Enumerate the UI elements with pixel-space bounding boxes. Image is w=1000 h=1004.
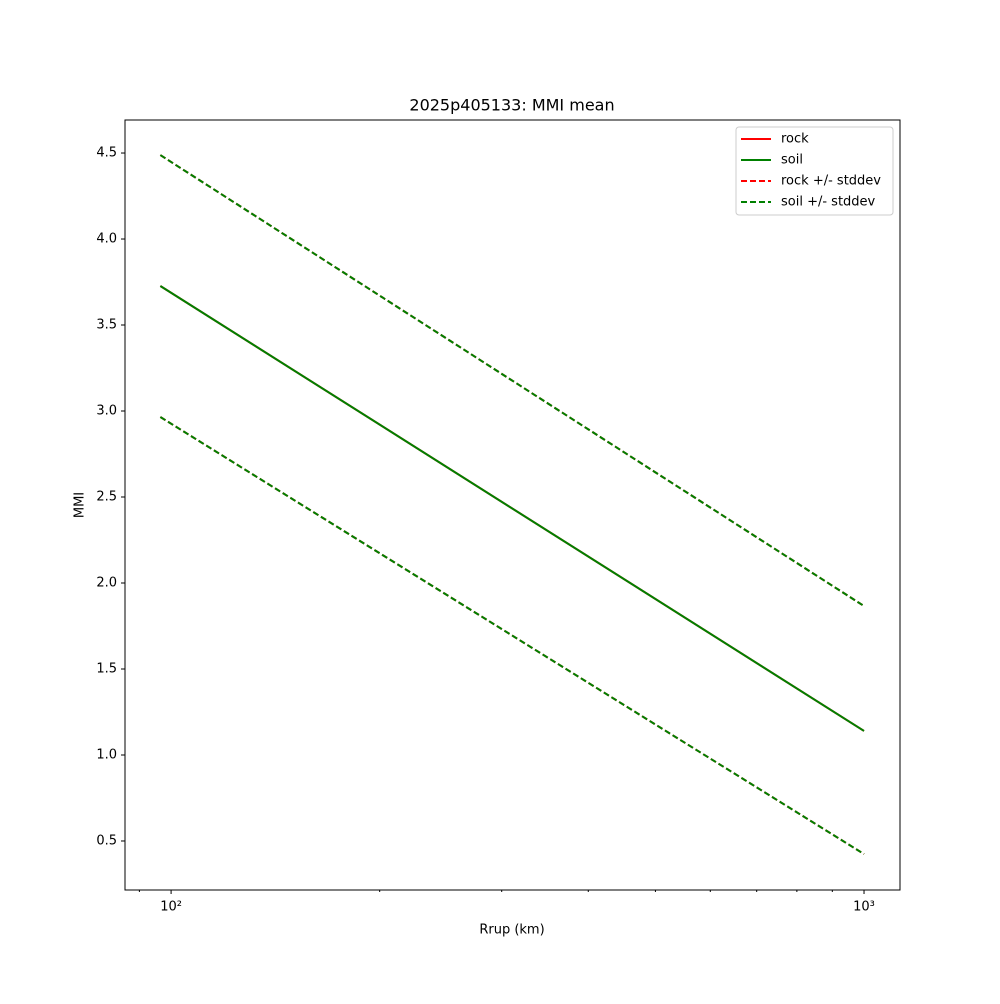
y-tick-label: 3.5 [96, 318, 117, 333]
series-line [159, 154, 865, 607]
legend-label: rock +/- stddev [781, 174, 881, 189]
x-axis-label: Rrup (km) [479, 923, 544, 938]
y-axis-label: MMI [73, 492, 88, 518]
y-tick-label: 2.0 [96, 575, 117, 590]
y-tick-label: 2.5 [96, 490, 117, 505]
chart-title: 2025p405133: MMI mean [409, 96, 614, 115]
legend-label: soil [781, 153, 803, 168]
legend-box [735, 126, 894, 216]
series-line [159, 416, 865, 855]
series-line [159, 285, 865, 732]
y-tick-label: 0.5 [96, 833, 117, 848]
legend-label: soil +/- stddev [781, 195, 876, 210]
legend-label: rock [781, 132, 809, 147]
y-tick-label: 4.5 [96, 146, 117, 161]
y-tick-label: 4.0 [96, 232, 117, 247]
y-tick-label: 3.0 [96, 404, 117, 419]
y-tick-label: 1.0 [96, 747, 117, 762]
x-tick-label: 10² [160, 900, 182, 915]
x-tick-label: 10³ [853, 900, 875, 915]
y-tick-label: 1.5 [96, 661, 117, 676]
plot-frame [124, 119, 901, 891]
